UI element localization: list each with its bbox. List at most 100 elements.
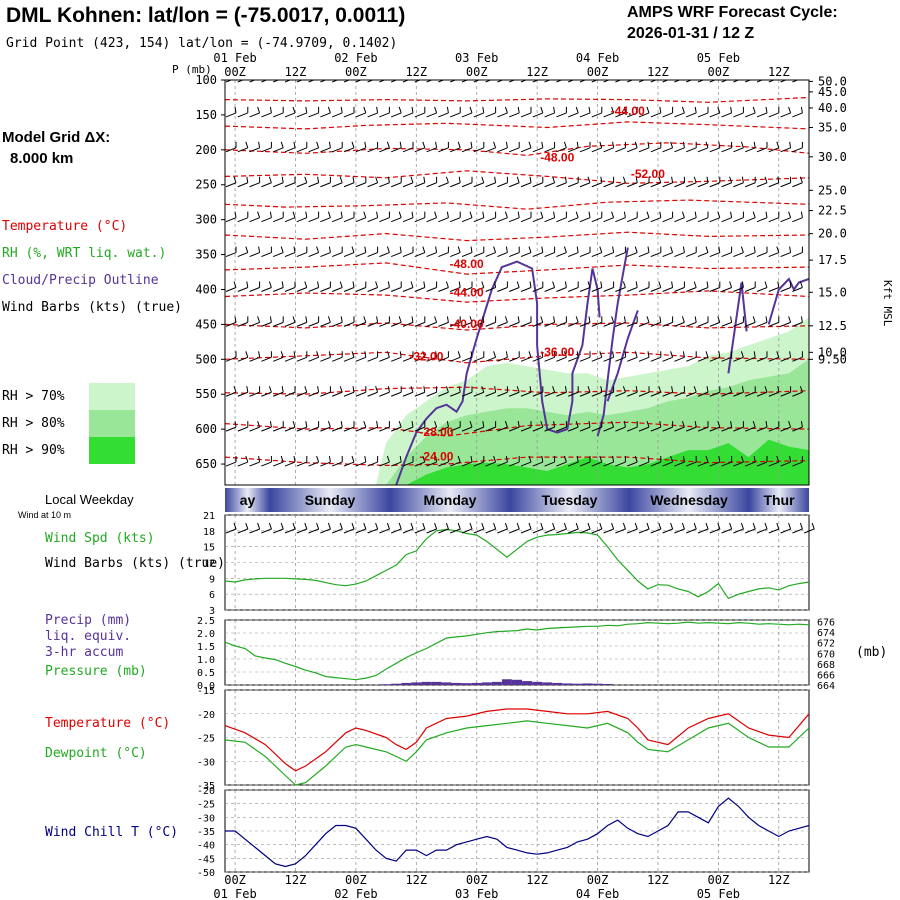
wind-barb bbox=[721, 456, 733, 467]
surface-wind-barb bbox=[450, 522, 461, 534]
wind-barb bbox=[745, 176, 756, 188]
wind-barb bbox=[450, 106, 461, 118]
local-weekday-label: Local Weekday bbox=[45, 492, 134, 507]
height-axis-title: Kft MSL bbox=[881, 280, 894, 327]
wind-barb bbox=[426, 80, 433, 83]
wind-barb bbox=[662, 211, 674, 223]
wind-barb bbox=[556, 386, 567, 397]
wind-barb bbox=[792, 246, 803, 258]
cross-section-plot: -44.00 -48.00 -52.00 -48.00 -44.00 -40.00 -36.… bbox=[225, 80, 809, 485]
wind-barb bbox=[579, 141, 591, 153]
pressure-right-tick: 674 bbox=[817, 628, 835, 639]
wind-barb bbox=[792, 316, 803, 327]
wind-barb bbox=[379, 246, 390, 258]
wind-barb bbox=[709, 281, 721, 292]
wind-barb bbox=[320, 141, 331, 153]
height-tick-label: 25.0 bbox=[818, 183, 847, 197]
wind-barb bbox=[308, 351, 320, 362]
precip-bar bbox=[522, 681, 533, 685]
wind-barb bbox=[674, 420, 685, 432]
surface-wind-barb bbox=[426, 522, 438, 534]
wind-barb bbox=[473, 456, 485, 467]
y-tick-label: -20 bbox=[197, 786, 215, 797]
wind-barb bbox=[497, 386, 508, 397]
weekday-cell bbox=[270, 488, 390, 512]
wind-barb bbox=[402, 281, 414, 292]
wind-barb bbox=[461, 176, 473, 188]
wind-barb bbox=[556, 141, 567, 153]
wind-barb bbox=[780, 455, 792, 467]
top-hour-label: 12Z bbox=[405, 65, 427, 79]
pressure-line bbox=[224, 621, 810, 681]
weekday-Tuesday: Tuesday bbox=[542, 492, 598, 508]
wind-barb bbox=[343, 421, 355, 432]
wind-barb bbox=[768, 176, 780, 188]
wind-barb bbox=[532, 106, 544, 118]
wind-barb bbox=[792, 351, 803, 362]
wind-barb bbox=[733, 386, 744, 397]
precip-accum-label: 3-hr accum bbox=[45, 645, 123, 660]
wind-barb bbox=[709, 106, 721, 118]
wind-barb bbox=[650, 141, 662, 153]
wind-barb bbox=[450, 176, 461, 188]
wind-barb bbox=[520, 176, 532, 188]
wind-barb bbox=[615, 176, 626, 188]
wind-barb bbox=[225, 141, 237, 153]
wind-barb bbox=[261, 316, 272, 327]
wind-barb bbox=[579, 421, 591, 432]
wind-barb bbox=[568, 80, 575, 83]
wind-barb bbox=[627, 80, 634, 83]
wind-barb bbox=[686, 456, 697, 467]
wind-barb bbox=[237, 246, 249, 258]
wind-barb bbox=[497, 316, 508, 327]
wind-barb bbox=[332, 80, 339, 83]
wind-barb bbox=[497, 106, 508, 118]
precip-bar bbox=[471, 682, 482, 685]
wind-barb bbox=[273, 80, 280, 83]
pressure-right-tick: 670 bbox=[817, 649, 835, 660]
wind-barb bbox=[379, 80, 386, 83]
wind-barb bbox=[249, 211, 261, 223]
wind-barb bbox=[591, 316, 603, 327]
wind-barb bbox=[461, 455, 473, 467]
wind-barb bbox=[296, 351, 308, 362]
wind-barb bbox=[438, 386, 449, 397]
wind-barb bbox=[343, 246, 355, 258]
wind-barb bbox=[320, 420, 331, 432]
pressure-right-tick: 666 bbox=[817, 670, 835, 681]
wind-barb bbox=[532, 141, 544, 153]
wind-barb bbox=[697, 211, 709, 223]
wind-barb bbox=[379, 176, 390, 188]
surface-wind-barb bbox=[579, 522, 591, 534]
wind-barb bbox=[686, 211, 697, 223]
pressure-unit-label: (mb) bbox=[856, 645, 887, 660]
wind-barb bbox=[485, 80, 492, 83]
wind-barb bbox=[745, 141, 756, 153]
wind-barb bbox=[391, 316, 402, 327]
surface-wind-barb bbox=[249, 522, 261, 534]
wind-barb bbox=[367, 106, 379, 118]
wind-barb bbox=[332, 456, 343, 467]
wind-barb bbox=[296, 106, 308, 118]
wind-barb bbox=[414, 106, 426, 118]
wind-barb bbox=[756, 176, 768, 188]
wind-barb bbox=[768, 141, 780, 153]
wind-barb bbox=[591, 281, 603, 292]
wind-barb bbox=[355, 386, 367, 397]
wind-barb bbox=[568, 176, 579, 188]
wind-barb bbox=[438, 80, 445, 83]
pressure-tick-label: 200 bbox=[195, 143, 217, 157]
wind-barb bbox=[284, 176, 296, 188]
surface-wind-barb bbox=[520, 522, 532, 534]
y-tick-label: -50 bbox=[197, 868, 215, 879]
model-grid-label: Model Grid ΔX: bbox=[2, 129, 110, 146]
wind-barb bbox=[332, 386, 343, 397]
wind-barb bbox=[237, 421, 249, 432]
wind-barb bbox=[603, 281, 615, 292]
weekday-Thur: Thur bbox=[763, 492, 795, 508]
wind-barb bbox=[603, 386, 615, 397]
y-tick-label: 9 bbox=[209, 574, 215, 585]
wind-barb bbox=[721, 211, 733, 223]
wind-barb bbox=[485, 141, 497, 153]
wind-barb bbox=[461, 386, 473, 397]
